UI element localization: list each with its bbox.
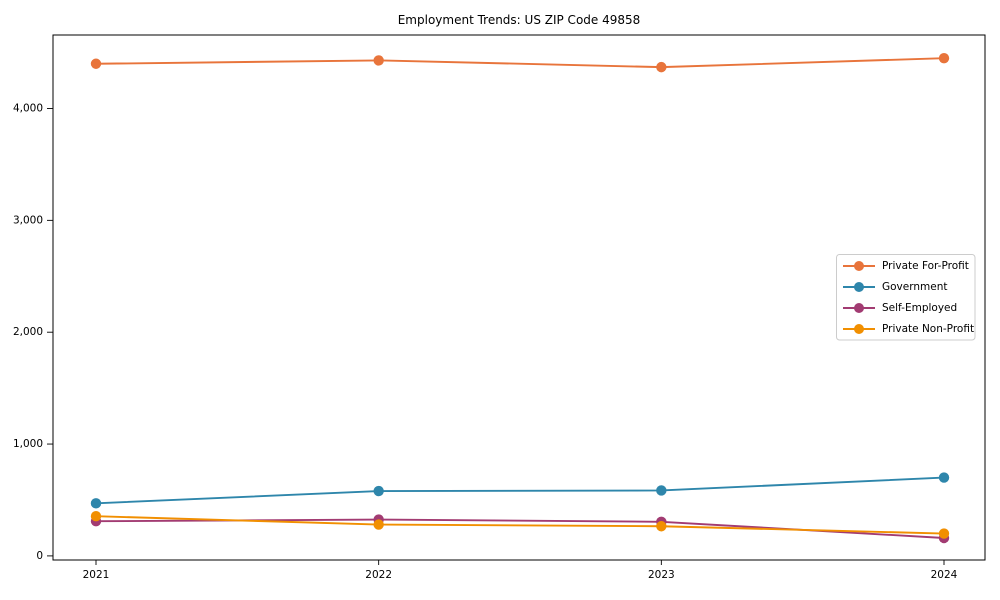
series-private-for-profit (90, 52, 950, 73)
plot-frame (52, 34, 986, 561)
legend: Private For-Profit Government Self-Employe… (836, 254, 976, 341)
series-line (95, 476, 945, 505)
series-self-employed (90, 514, 950, 544)
x-axis-tick-label: 2024 (931, 569, 958, 581)
chart-title: Employment Trends: US ZIP Code 49858 (398, 13, 641, 27)
data-point-marker (938, 472, 950, 483)
data-point-marker (373, 485, 384, 497)
x-axis-tick-label: 2023 (648, 569, 675, 581)
legend-label: Private Non-Profit (882, 323, 974, 335)
y-axis-tick-label: 1,000 (13, 438, 43, 450)
plot-layer: 0 1,000 2,000 3,000 4,000 2021 2022 2023 2024 (13, 34, 986, 581)
data-point-marker (90, 58, 102, 69)
x-axis-tick-label: 2021 (83, 569, 110, 581)
legend-marker-icon (854, 282, 864, 292)
legend-item: Private Non-Profit (843, 323, 974, 335)
legend-marker-icon (854, 261, 864, 271)
y-axis-tick-label: 4,000 (13, 103, 43, 115)
legend-label: Government (882, 281, 947, 293)
legend-item: Government (843, 281, 947, 293)
legend-marker-icon (854, 324, 864, 334)
series-government (90, 472, 950, 509)
legend-marker-icon (854, 303, 864, 313)
data-point-marker (938, 52, 950, 64)
series-private-non-profit (90, 510, 950, 539)
legend-label: Private For-Profit (882, 260, 969, 272)
data-point-marker (90, 498, 102, 509)
y-axis-tick-label: 0 (36, 550, 43, 562)
data-point-marker (90, 510, 102, 522)
data-point-marker (373, 519, 384, 530)
x-axis-tick-label: 2022 (365, 569, 392, 581)
series-line (95, 57, 945, 69)
series-line (95, 518, 945, 539)
legend-label: Self-Employed (882, 302, 957, 314)
data-point-marker (656, 485, 667, 496)
y-axis-tick-label: 2,000 (13, 326, 43, 338)
data-point-marker (938, 528, 950, 539)
y-axis-tick-label: 3,000 (13, 214, 43, 226)
legend-box (836, 254, 976, 341)
data-point-marker (373, 55, 384, 66)
data-point-marker (656, 521, 667, 532)
legend-item: Self-Employed (843, 302, 957, 314)
legend-item: Private For-Profit (843, 260, 969, 272)
data-point-marker (656, 61, 667, 73)
series-line (95, 515, 945, 535)
